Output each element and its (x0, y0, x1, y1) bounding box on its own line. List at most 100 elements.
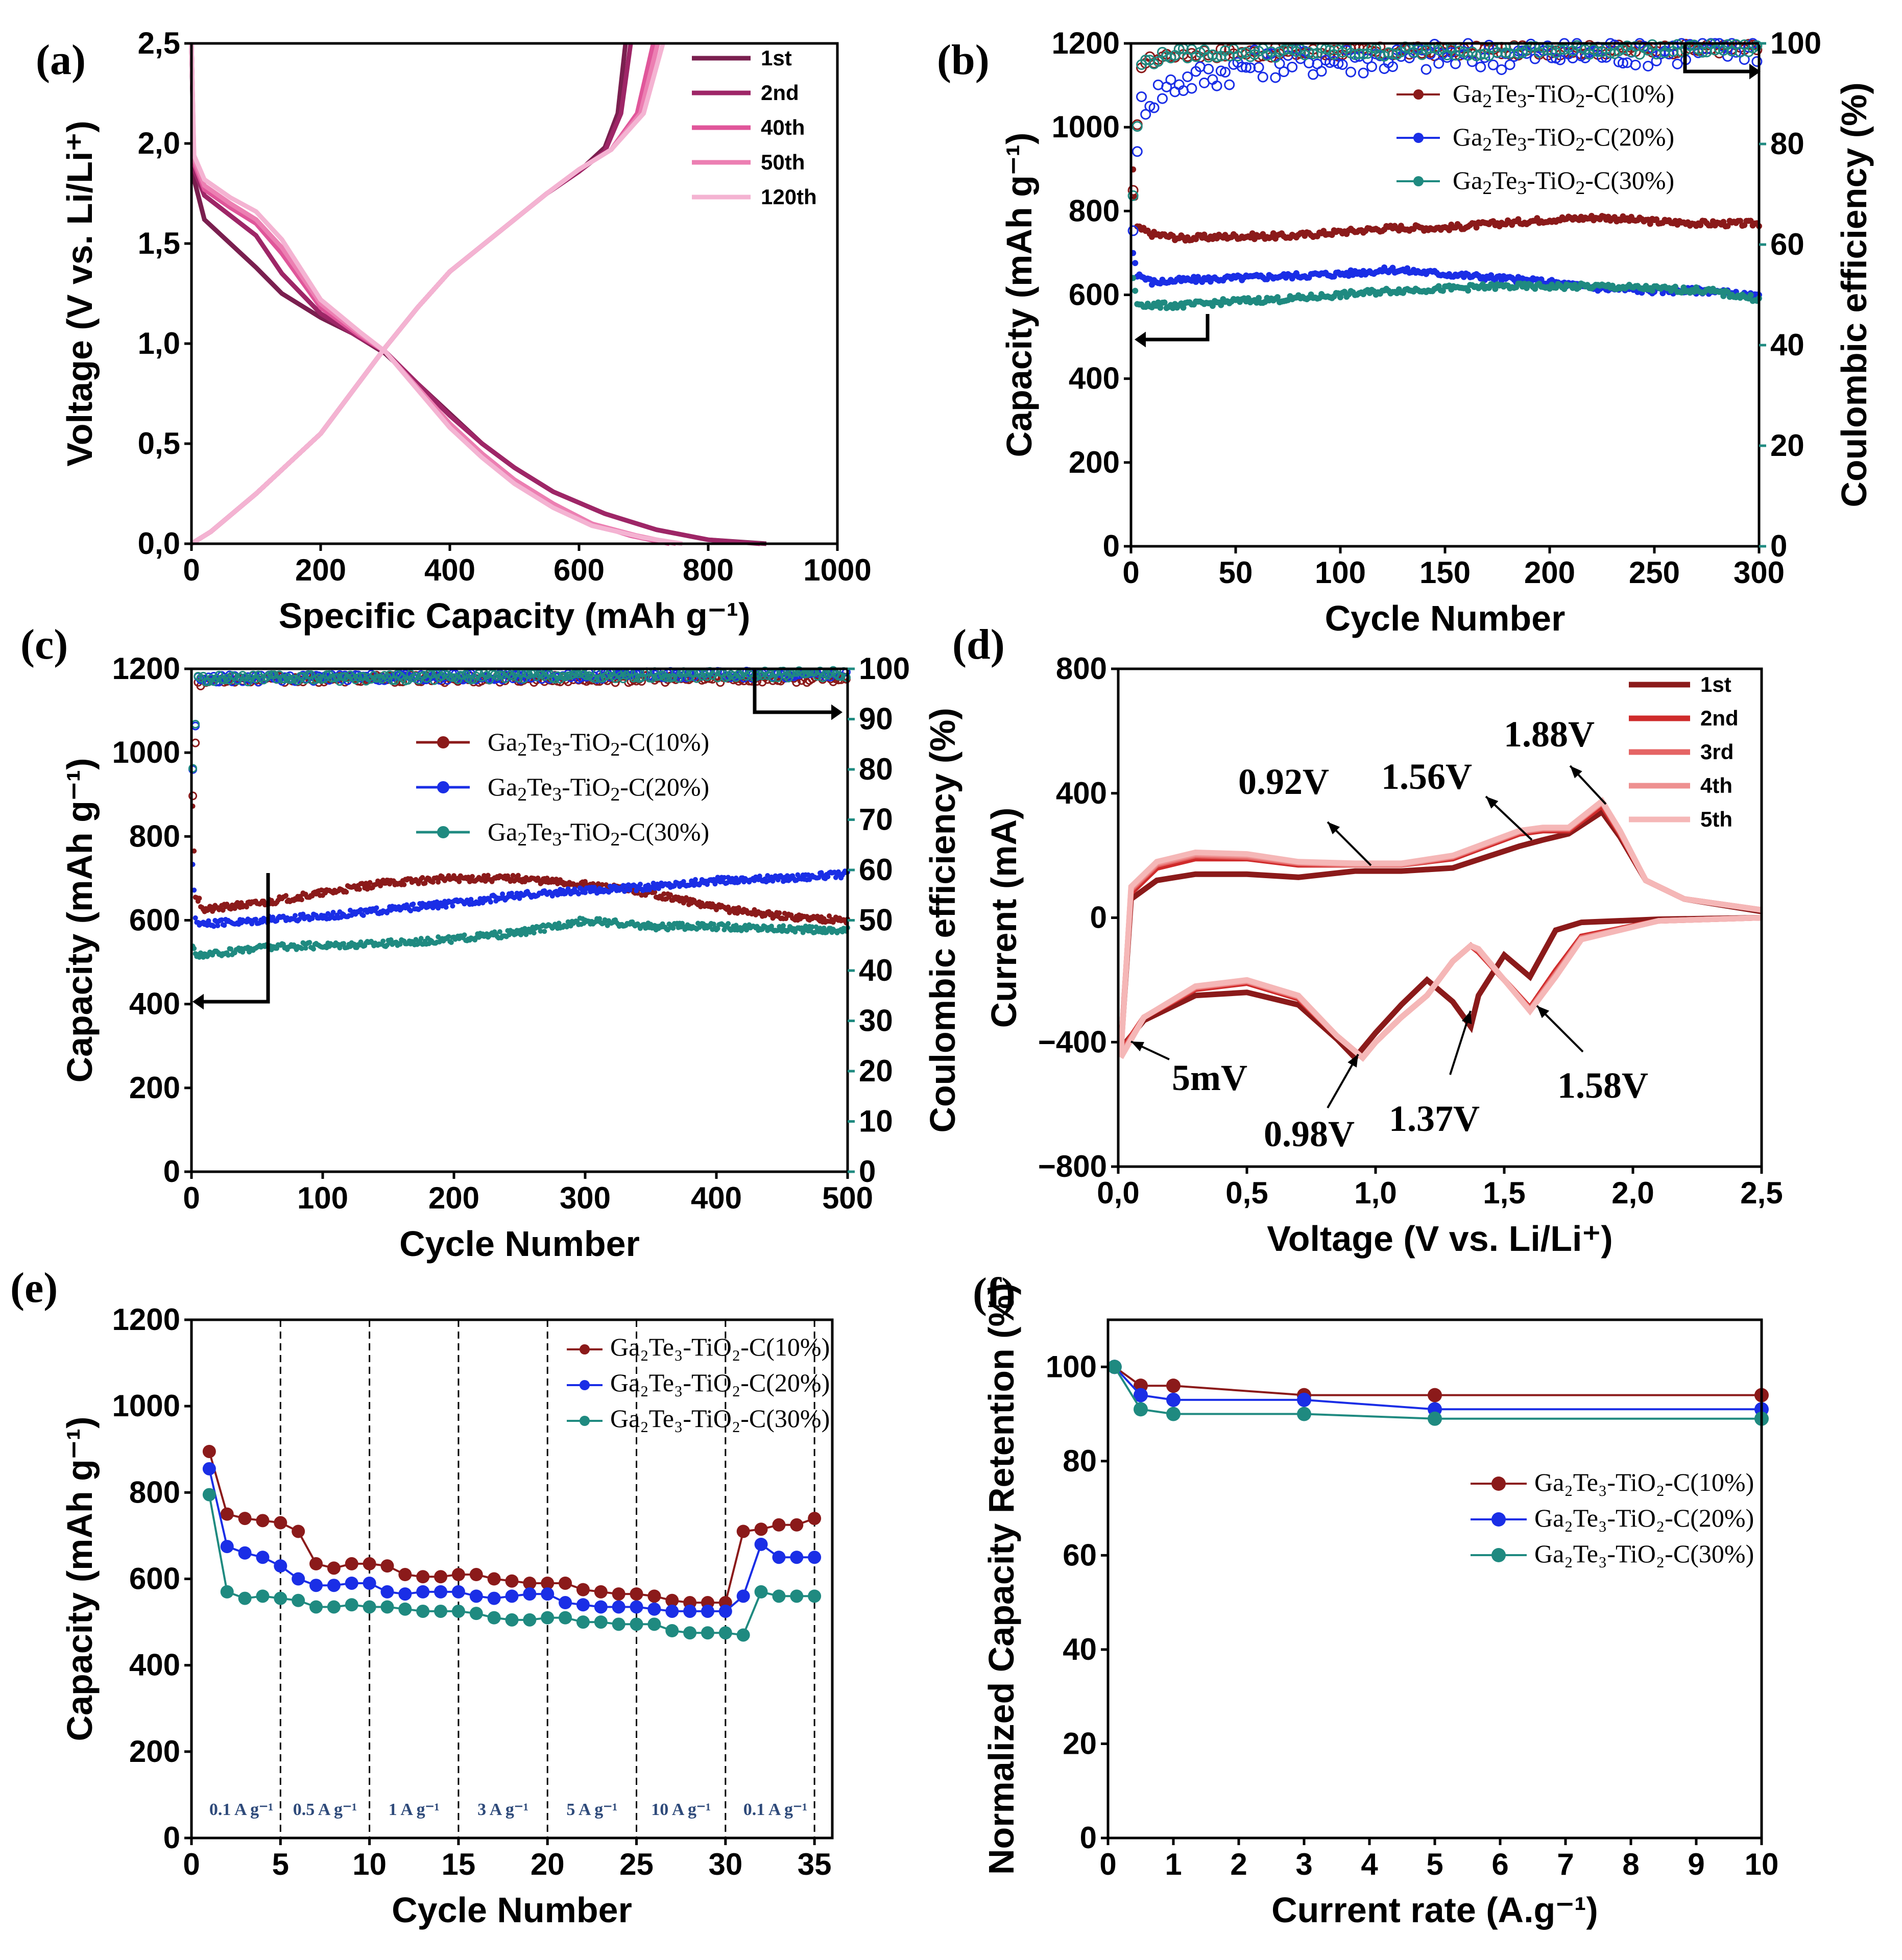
y-tick-label: 1200 (1052, 26, 1120, 60)
capacity-point (1218, 302, 1224, 308)
x-tick-label: 0,0 (1097, 1176, 1139, 1210)
y-axis-label: Voltage (V vs. Li/Li⁺) (60, 120, 100, 466)
rate-point (363, 1600, 376, 1614)
x-tick-label: 3 (1295, 1847, 1312, 1881)
rate-point (451, 1568, 465, 1582)
retention-point (1107, 1360, 1122, 1374)
rate-point (220, 1585, 234, 1599)
capacity-point (232, 906, 237, 911)
efficiency-point (1127, 225, 1139, 236)
efficiency-point (1278, 44, 1289, 56)
capacity-axis-arrowhead (1135, 331, 1146, 348)
capacity-point (330, 910, 336, 915)
rate-point (541, 1576, 555, 1590)
legend-marker (437, 736, 449, 748)
peak-label: 5mV (1172, 1057, 1247, 1098)
capacity-point (378, 883, 383, 889)
capacity-point (220, 907, 226, 913)
x-tick-label: 400 (691, 1181, 742, 1215)
rate-point (309, 1557, 323, 1570)
capacity-point (497, 929, 502, 935)
capacity-point (293, 913, 298, 918)
capacity-point (448, 939, 454, 945)
capacity-point (661, 891, 667, 897)
rate-point (754, 1522, 768, 1536)
efficiency-point (1157, 93, 1168, 104)
efficiency-axis-arrow (1683, 43, 1756, 74)
x-tick-label: 15 (442, 1847, 476, 1881)
x-tick-label: 400 (424, 553, 475, 587)
capacity-point (1492, 285, 1499, 292)
x-tick-label: 8 (1622, 1847, 1639, 1881)
peak-arrow-head (1486, 796, 1499, 809)
capacity-point (215, 923, 221, 929)
capacity-point (462, 932, 467, 938)
x-tick-label: 200 (1524, 555, 1575, 590)
legend-label: 5th (1700, 807, 1732, 831)
rate-point (665, 1593, 679, 1607)
capacity-point (1747, 292, 1754, 299)
legend-text-part: Te (1492, 123, 1517, 151)
y-tick-label: 400 (129, 987, 180, 1021)
y-tick-label: 0,5 (138, 426, 180, 461)
x-tick-label: 0,5 (1225, 1176, 1268, 1210)
rate-point (469, 1589, 483, 1603)
capacity-point (446, 934, 451, 939)
plot-frame (190, 42, 839, 545)
rate-point (292, 1593, 305, 1607)
rate-point (363, 1557, 376, 1570)
y-tick-label: 200 (129, 1734, 180, 1769)
capacity-point (538, 928, 543, 934)
legend-text-part: 2 (517, 739, 527, 760)
legend-text-part: -TiO (1527, 123, 1575, 151)
efficiency-point (348, 673, 357, 682)
rate-point (309, 1600, 323, 1614)
retention-point (1166, 1378, 1181, 1393)
legend-text-part: 2 (1482, 178, 1492, 199)
peak-arrow-head (1328, 822, 1340, 835)
rate-point (238, 1546, 252, 1560)
capacity-point (800, 930, 806, 935)
rate-point (220, 1507, 234, 1521)
rate-point (345, 1576, 358, 1590)
y2-tick-label: 60 (1770, 227, 1804, 261)
rate-point (256, 1514, 270, 1528)
y2-tick-label: 80 (1770, 127, 1804, 161)
y-tick-label: 600 (129, 1562, 180, 1596)
x-tick-label: 800 (683, 553, 734, 587)
capacity-point (752, 907, 757, 912)
rate-label: 5 A g⁻¹ (566, 1800, 617, 1819)
efficiency-point (841, 673, 851, 682)
efficiency-point (188, 764, 198, 773)
legend-label: Ga2Te3-TiO2-C(20%) (1453, 123, 1674, 155)
capacity-point (360, 913, 366, 918)
rate-label: 1 A g⁻¹ (389, 1800, 440, 1819)
legend-label: Ga₂Te₃-TiO₂-C(30%) (610, 1404, 830, 1433)
rate-point (630, 1600, 643, 1614)
capacity-point (599, 882, 605, 887)
legend-label: Ga₂Te₃-TiO₂-C(10%) (1534, 1468, 1754, 1496)
capacity-point (411, 901, 416, 907)
efficiency-point (1366, 61, 1377, 72)
capacity-point (468, 897, 474, 902)
y2-tick-label: 100 (859, 651, 910, 686)
y2-tick-label: 80 (859, 752, 893, 786)
legend-text-part: Ga (488, 772, 517, 801)
legend-label: 2nd (761, 81, 799, 105)
efficiency-point (1140, 109, 1151, 120)
capacity-point (299, 946, 304, 951)
capacity-point (418, 936, 424, 941)
capacity-point (803, 924, 808, 929)
capacity-point (311, 946, 317, 952)
x-tick-label: 5 (1426, 1847, 1443, 1881)
peak-label: 1.37V (1389, 1098, 1480, 1139)
rate-point (790, 1551, 804, 1564)
rate-point (612, 1587, 625, 1601)
rate-point (416, 1570, 430, 1584)
peak-label: 0.98V (1264, 1114, 1355, 1154)
retention-point (1297, 1392, 1311, 1407)
y-tick-label: 0 (1103, 529, 1120, 563)
rate-point (345, 1598, 358, 1612)
efficiency-axis-arrowhead (831, 704, 842, 720)
